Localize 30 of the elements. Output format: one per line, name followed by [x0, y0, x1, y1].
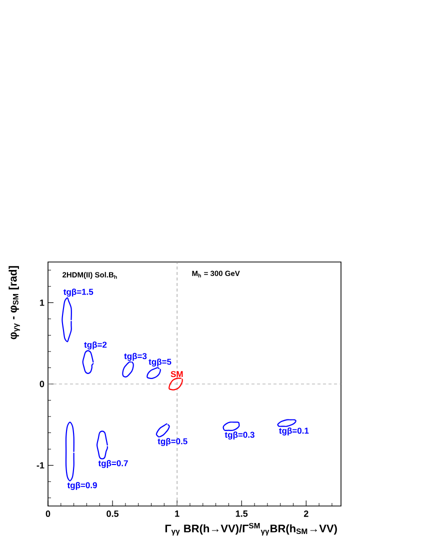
series-label: tgβ=5 — [148, 358, 172, 367]
line-series — [65, 422, 74, 482]
line-series — [168, 378, 183, 390]
series-label: tgβ=0.5 — [158, 438, 188, 446]
x-axis-title: Γ$_{γγ}$ BR(h→VV)/Γ$^{SM}$$_{γγ}$BR(h$_{SM}$→VV) — [165, 522, 337, 536]
y-axis-title: φ$_{γγ}$ - φ$_{SM}$ [rad] — [8, 266, 20, 340]
x-tick-label: 1 — [175, 510, 180, 517]
series-label: tgβ=0.3 — [224, 432, 254, 440]
series-label: SM — [170, 371, 183, 378]
series-label: tgβ=0.1 — [279, 427, 309, 436]
series-label: tgβ=1.5 — [64, 288, 94, 297]
line-series — [122, 361, 134, 378]
x-tick-label: 0 — [46, 510, 50, 517]
line-series — [146, 367, 161, 379]
x-tick-label: 0.5 — [106, 510, 119, 517]
series-label: tgβ=3 — [124, 352, 147, 361]
x-tick-label: 2 — [304, 510, 308, 517]
series-label: tgβ=0.7 — [98, 460, 128, 468]
line-series — [222, 422, 240, 432]
line-series — [62, 297, 72, 342]
line-series — [156, 423, 170, 438]
y-tick-label: -1 — [36, 462, 44, 468]
y-tick-label: 1 — [40, 300, 44, 306]
line-series — [82, 350, 94, 374]
y-tick-label: 0 — [40, 380, 44, 388]
series-label: tgβ=0.9 — [67, 482, 97, 490]
line-series — [96, 430, 108, 460]
line-series — [277, 419, 296, 427]
series-label: tgβ=2 — [84, 341, 107, 350]
x-tick-label: 1.5 — [236, 510, 248, 517]
